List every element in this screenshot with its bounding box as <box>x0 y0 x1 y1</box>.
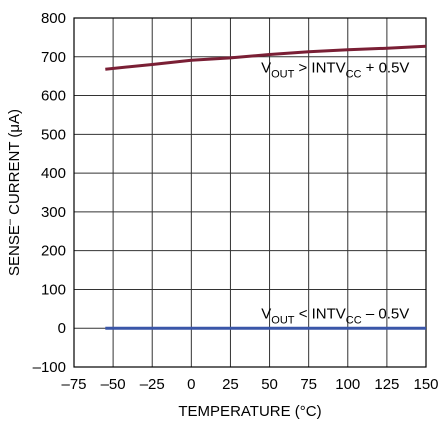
y-tick-labels: –100 0 100 200 300 400 500 600 700 800 <box>33 10 66 376</box>
x-tick-label: 75 <box>300 376 317 393</box>
y-tick-label: 200 <box>41 243 66 260</box>
x-tick-label: 25 <box>222 376 239 393</box>
series-annotation: VOUT < INTVCC – 0.5V <box>261 306 409 327</box>
y-tick-label: 800 <box>41 10 66 27</box>
y-axis-label-sup: – <box>4 218 16 225</box>
y-tick-label: 100 <box>41 281 66 298</box>
y-axis-label: SENSE– CURRENT (μA) <box>4 109 23 276</box>
x-tick-label: 0 <box>187 376 195 393</box>
y-tick-label: 400 <box>41 165 66 182</box>
x-tick-label: 100 <box>335 376 360 393</box>
x-tick-labels: –75 –50 –25 0 25 50 75 100 125 150 <box>61 376 438 393</box>
y-tick-label: 0 <box>58 320 66 337</box>
y-axis-label-rest: CURRENT (μA) <box>6 109 23 219</box>
x-tick-label: 150 <box>413 376 438 393</box>
x-axis-label: TEMPERATURE (°C) <box>178 403 321 420</box>
x-tick-label: –50 <box>101 376 126 393</box>
y-tick-label: –100 <box>33 359 66 376</box>
y-axis-label-main: SENSE <box>6 225 23 276</box>
x-tick-label: –25 <box>140 376 165 393</box>
y-tick-label: 300 <box>41 204 66 221</box>
plot-frame <box>73 17 427 368</box>
x-tick-label: 50 <box>261 376 278 393</box>
x-tick-label: –75 <box>61 376 86 393</box>
annotations: VOUT > INTVCC + 0.5V VOUT < INTVCC – 0.5V <box>261 59 409 326</box>
y-tick-label: 500 <box>41 126 66 143</box>
series-line <box>105 44 427 71</box>
x-tick-label: 125 <box>374 376 399 393</box>
series-annotation: VOUT > INTVCC + 0.5V <box>261 59 409 80</box>
y-tick-label: 700 <box>41 49 66 66</box>
series-layer <box>105 44 427 330</box>
y-tick-label: 600 <box>41 88 66 105</box>
